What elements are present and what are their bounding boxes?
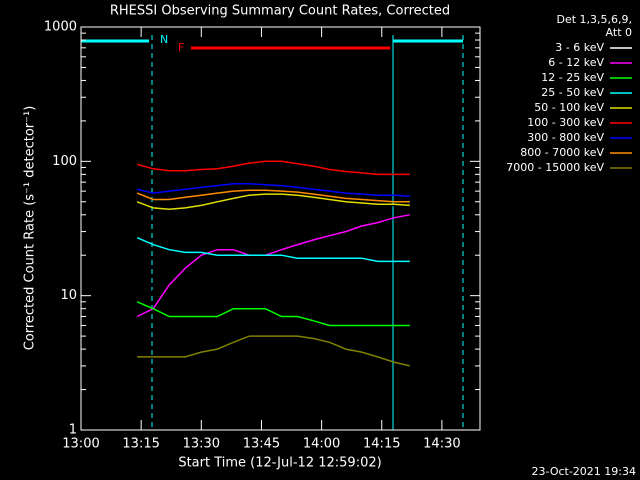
x-tick-label: 14:30 <box>423 437 460 452</box>
legend-header: Att 0 <box>606 26 632 39</box>
plot-frame <box>80 26 481 431</box>
y-tick-label: 1 <box>69 423 77 438</box>
legend-label: 300 - 800 keV <box>527 131 604 144</box>
x-tick-label: 14:15 <box>363 437 400 452</box>
x-axis-label: Start Time (12-Jul-12 12:59:02) <box>178 456 381 471</box>
y-tick-label: 100 <box>52 154 77 169</box>
x-tick-label: 13:00 <box>62 437 99 452</box>
annotation: N <box>160 33 168 46</box>
x-tick-label: 14:00 <box>303 437 340 452</box>
series-line <box>136 237 410 263</box>
series-line <box>136 193 410 210</box>
annotation: F <box>178 41 184 54</box>
x-tick-label: 13:45 <box>243 437 280 452</box>
legend-label: 12 - 25 keV <box>541 71 604 84</box>
chart-title: RHESSI Observing Summary Count Rates, Co… <box>110 4 450 19</box>
legend-label: 50 - 100 keV <box>534 101 604 114</box>
legend-label: 3 - 6 keV <box>555 41 604 54</box>
y-axis-label: Corrected Count Rate (s⁻¹ detector⁻¹) <box>23 106 38 351</box>
series-line <box>137 335 410 367</box>
footer: 23-Oct-2021 19:34 <box>532 465 636 478</box>
legend-label: 25 - 50 keV <box>541 86 604 99</box>
y-tick-label: 1000 <box>44 20 77 35</box>
x-tick-label: 13:15 <box>122 437 159 452</box>
legend-label: 100 - 300 keV <box>527 116 604 129</box>
series-line <box>136 183 410 197</box>
legend-label: 6 - 12 keV <box>548 56 604 69</box>
series-line <box>136 189 410 203</box>
legend-label: 800 - 7000 keV <box>520 146 604 159</box>
series-line <box>136 160 410 176</box>
series-line <box>136 214 410 318</box>
legend-header: Det 1,3,5,6,9, <box>556 13 632 26</box>
series-line <box>136 301 410 327</box>
x-tick-label: 13:30 <box>183 437 220 452</box>
legend-label: 7000 - 15000 keV <box>506 161 604 174</box>
y-tick-label: 10 <box>60 288 77 303</box>
